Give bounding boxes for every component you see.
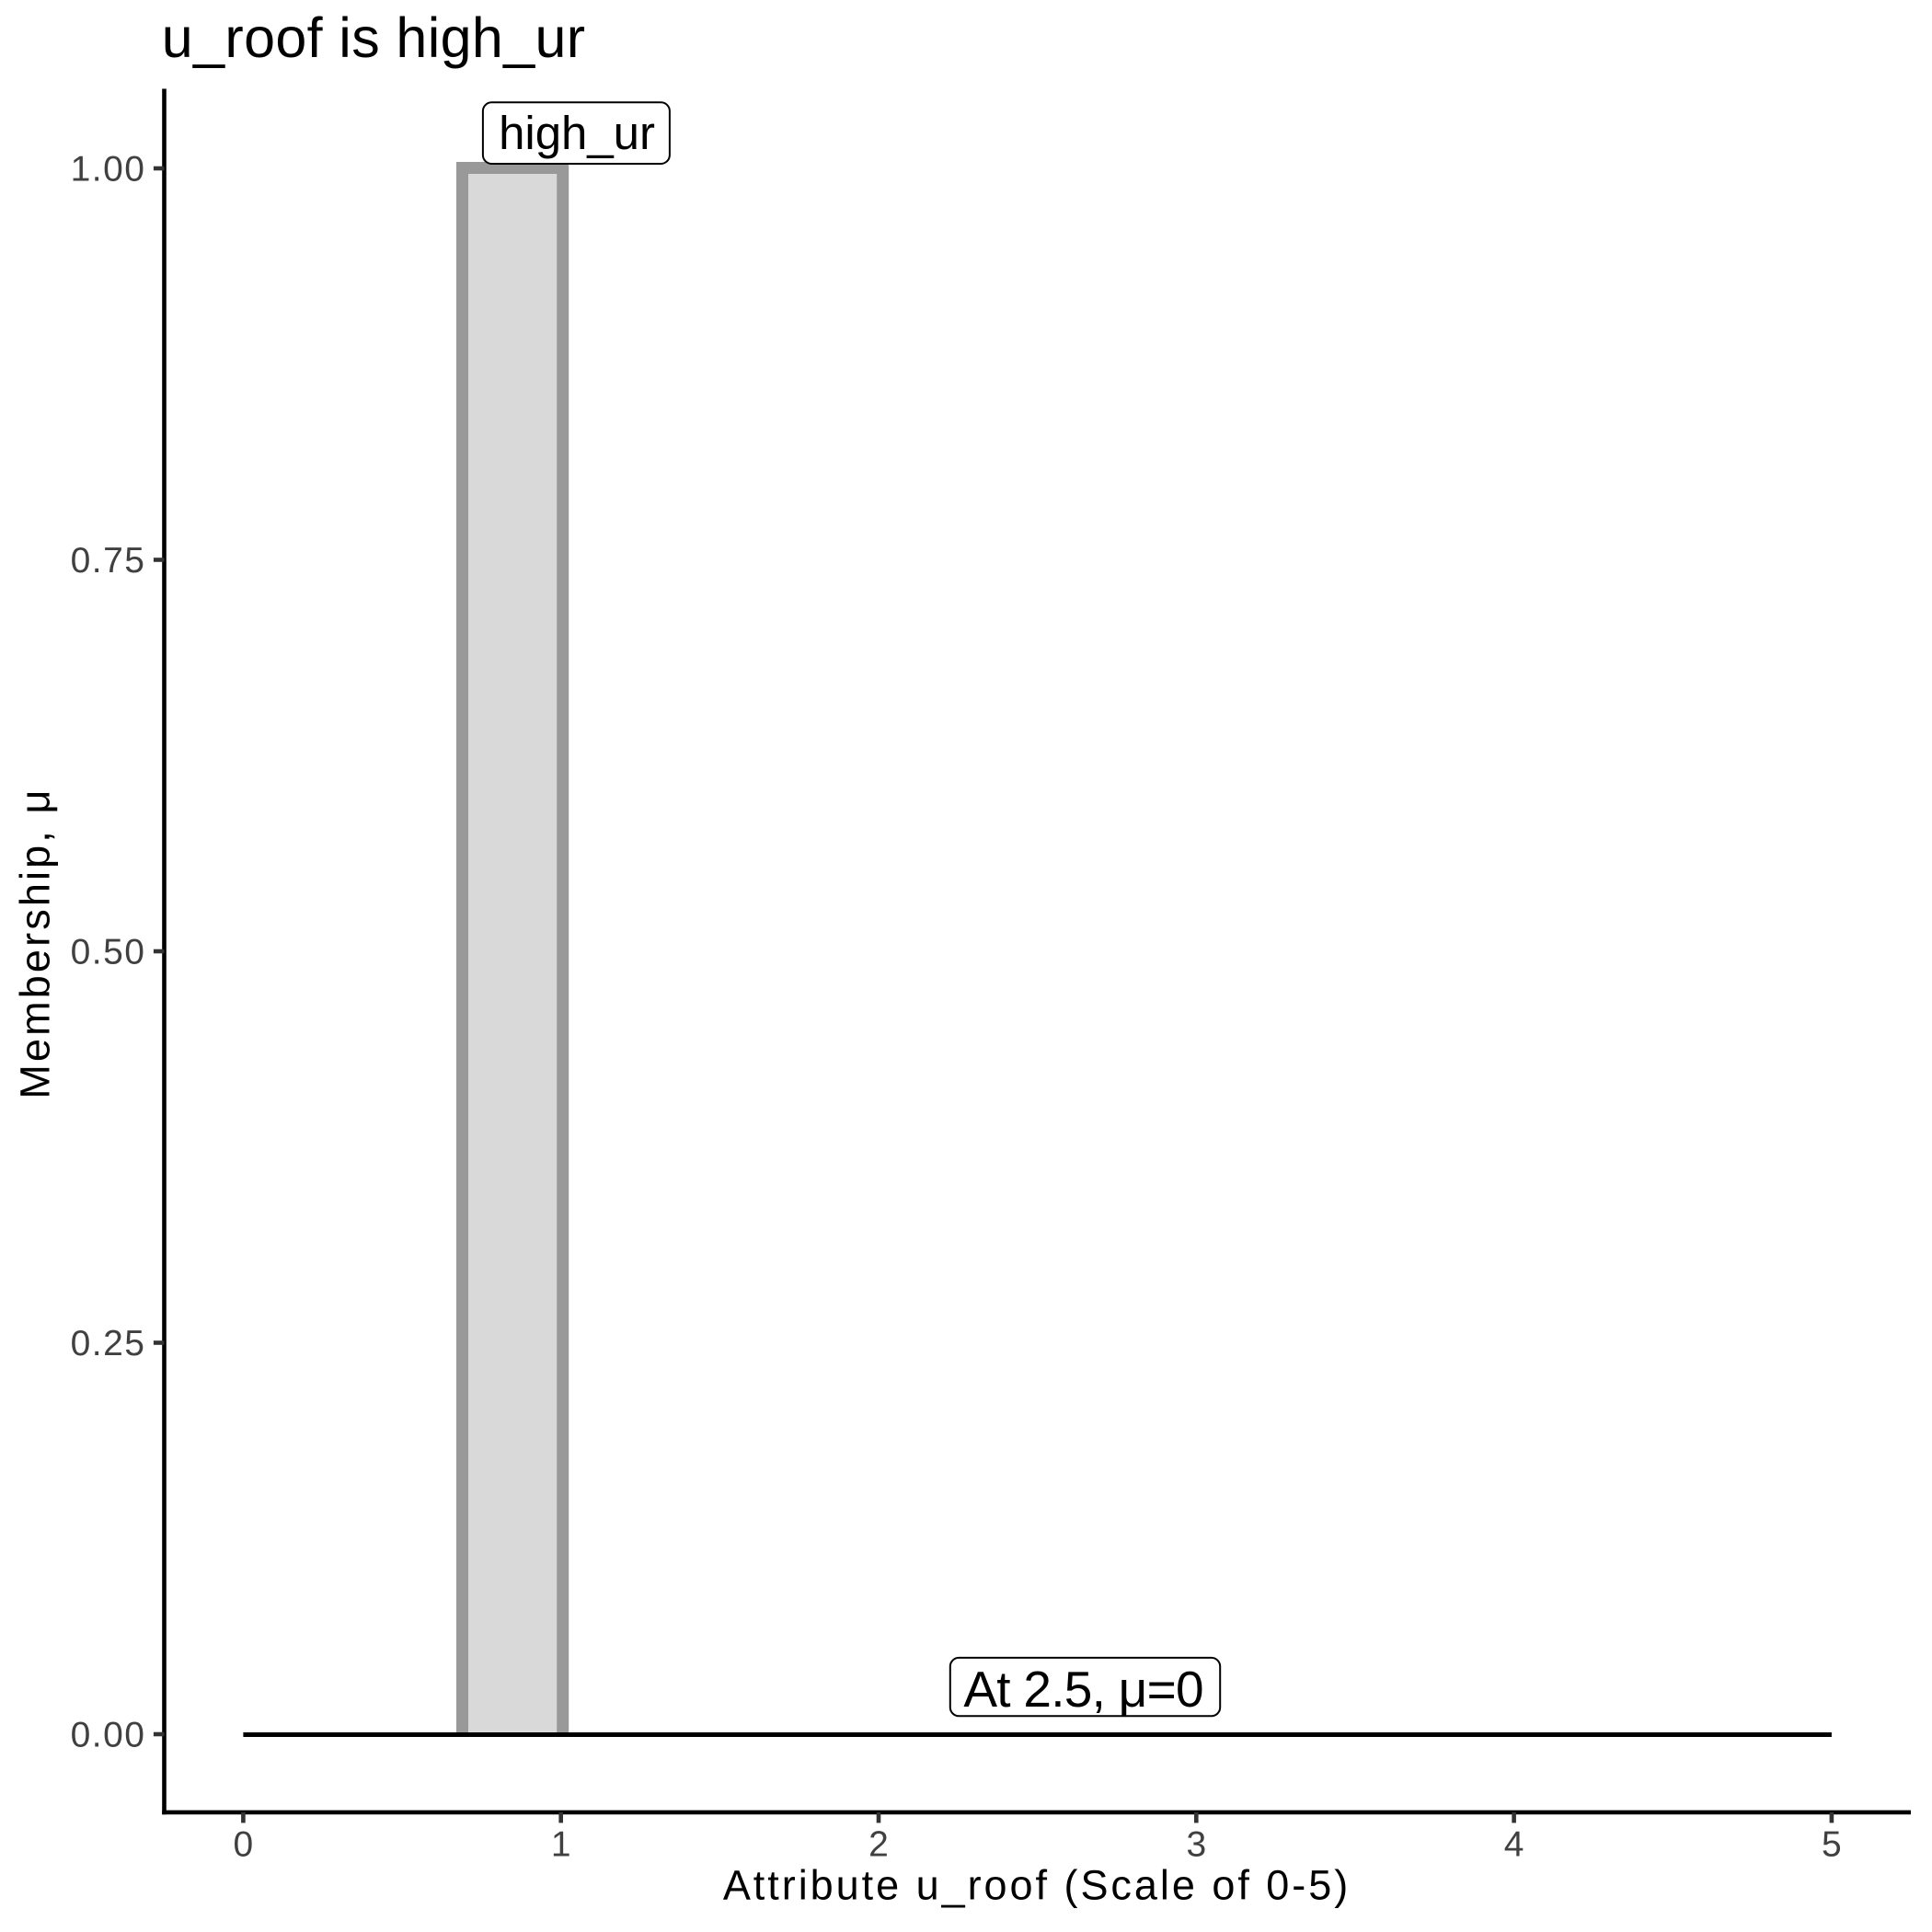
svg-text:high_ur: high_ur <box>499 107 655 159</box>
svg-text:At 2.5, μ=0: At 2.5, μ=0 <box>963 1661 1202 1718</box>
svg-text:1: 1 <box>551 1825 571 1865</box>
svg-text:2: 2 <box>868 1825 889 1865</box>
svg-text:0.50: 0.50 <box>71 932 146 972</box>
svg-text:0.75: 0.75 <box>71 541 146 581</box>
svg-text:u_roof is high_ur: u_roof is high_ur <box>162 6 586 69</box>
svg-text:0.25: 0.25 <box>71 1324 146 1363</box>
svg-text:Membership, μ: Membership, μ <box>12 787 59 1098</box>
svg-text:5: 5 <box>1822 1825 1842 1865</box>
svg-text:Attribute u_roof (Scale of 0-5: Attribute u_roof (Scale of 0-5) <box>723 1862 1351 1909</box>
svg-text:0: 0 <box>234 1825 254 1865</box>
svg-text:4: 4 <box>1504 1825 1524 1865</box>
svg-text:0.00: 0.00 <box>71 1715 146 1754</box>
svg-text:3: 3 <box>1186 1825 1206 1865</box>
svg-text:1.00: 1.00 <box>71 149 146 189</box>
